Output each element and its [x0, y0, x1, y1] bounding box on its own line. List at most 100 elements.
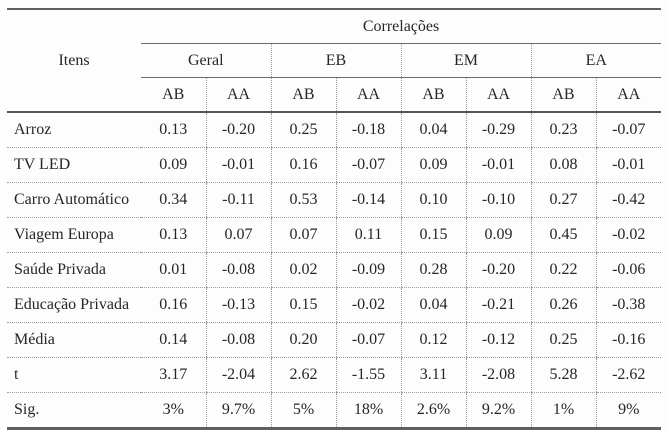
items-column-header: Itens: [7, 8, 141, 113]
cell-value: 0.08: [530, 147, 596, 183]
table-row: Saúde Privada 0.01 -0.08 0.02 -0.09 0.28 -0.20…: [7, 252, 662, 288]
cell-value: 0.28: [400, 252, 466, 288]
row-label: Carro Automático: [7, 182, 141, 218]
cell-value: -0.10: [465, 182, 531, 218]
cell-value: 0.04: [400, 287, 466, 323]
cell-value: 0.16: [141, 287, 206, 323]
sub-header-ea-ab: AB: [530, 77, 596, 113]
cell-value: -0.18: [335, 112, 401, 148]
cell-value: 3%: [141, 392, 206, 430]
cell-value: -0.06: [595, 252, 662, 288]
cell-value: 9%: [595, 392, 662, 430]
cell-value: 0.34: [141, 182, 206, 218]
cell-value: 9.2%: [465, 392, 531, 430]
cell-value: -0.11: [205, 182, 271, 218]
group-header-row: Geral EB EM EA: [7, 43, 662, 78]
table-row: TV LED 0.09 -0.01 0.16 -0.07 0.09 -0.01 0.08 -0.…: [7, 147, 662, 183]
sub-header-geral-ab: AB: [141, 77, 206, 113]
correlation-table: Itens Correlações Geral EB EM EA AB AA A…: [7, 8, 662, 430]
sub-header-row: AB AA AB AA AB AA AB AA: [7, 77, 662, 113]
cell-value: 0.09: [141, 147, 206, 183]
cell-value: -0.12: [465, 322, 531, 358]
cell-value: -0.16: [595, 322, 662, 358]
cell-value: 0.27: [530, 182, 596, 218]
sub-header-em-aa: AA: [465, 77, 531, 113]
cell-value: -0.07: [335, 322, 401, 358]
cell-value: 0.23: [530, 112, 596, 148]
cell-value: -2.62: [595, 357, 662, 393]
cell-value: -0.38: [595, 287, 662, 323]
cell-value: 0.13: [141, 112, 206, 148]
cell-value: -2.04: [205, 357, 271, 393]
cell-value: 0.11: [335, 217, 401, 253]
cell-value: 0.09: [400, 147, 466, 183]
group-header-ea: EA: [530, 43, 662, 78]
cell-value: 2.6%: [400, 392, 466, 430]
cell-value: 9.7%: [205, 392, 271, 430]
group-header-geral: Geral: [141, 43, 271, 78]
cell-value: -0.42: [595, 182, 662, 218]
cell-value: -2.08: [465, 357, 531, 393]
cell-value: -0.01: [465, 147, 531, 183]
sub-header-geral-aa: AA: [205, 77, 271, 113]
row-label: Educação Privada: [7, 287, 141, 323]
cell-value: 0.53: [270, 182, 336, 218]
sub-header-ea-aa: AA: [595, 77, 662, 113]
row-label: Viagem Europa: [7, 217, 141, 253]
row-label: t: [7, 357, 141, 393]
cell-value: 2.62: [270, 357, 336, 393]
cell-value: -0.02: [595, 217, 662, 253]
sub-header-eb-ab: AB: [270, 77, 336, 113]
cell-value: 1%: [530, 392, 596, 430]
cell-value: -1.55: [335, 357, 401, 393]
table-body: Arroz 0.13 -0.20 0.25 -0.18 0.04 -0.29 0.23 -0.0…: [7, 112, 662, 430]
cell-value: 5.28: [530, 357, 596, 393]
cell-value: -0.09: [335, 252, 401, 288]
cell-value: 3.17: [141, 357, 206, 393]
cell-value: 0.15: [270, 287, 336, 323]
cell-value: -0.20: [465, 252, 531, 288]
cell-value: -0.07: [595, 112, 662, 148]
cell-value: -0.02: [335, 287, 401, 323]
cell-value: 0.02: [270, 252, 336, 288]
table-row: Viagem Europa 0.13 0.07 0.07 0.11 0.15 0.09 0.4…: [7, 217, 662, 253]
cell-value: -0.21: [465, 287, 531, 323]
table-row: t 3.17 -2.04 2.62 -1.55 3.11 -2.08 5.28 -2.62: [7, 357, 662, 393]
table-title: Correlações: [141, 8, 662, 44]
cell-value: -0.29: [465, 112, 531, 148]
cell-value: 0.07: [205, 217, 271, 253]
cell-value: 0.10: [400, 182, 466, 218]
row-label: Sig.: [7, 392, 141, 430]
cell-value: 0.25: [270, 112, 336, 148]
cell-value: 0.25: [530, 322, 596, 358]
cell-value: 0.01: [141, 252, 206, 288]
cell-value: -0.20: [205, 112, 271, 148]
table-row: Carro Automático 0.34 -0.11 0.53 -0.14 0.10 -0…: [7, 182, 662, 218]
row-label: TV LED: [7, 147, 141, 183]
sub-header-eb-aa: AA: [335, 77, 401, 113]
cell-value: -0.01: [595, 147, 662, 183]
table-row: Educação Privada 0.16 -0.13 0.15 -0.02 0.04 -0…: [7, 287, 662, 323]
group-header-em: EM: [400, 43, 531, 78]
cell-value: -0.13: [205, 287, 271, 323]
cell-value: 3.11: [400, 357, 466, 393]
cell-value: 0.22: [530, 252, 596, 288]
row-label: Média: [7, 322, 141, 358]
cell-value: -0.07: [335, 147, 401, 183]
title-row: Itens Correlações: [7, 8, 662, 113]
cell-value: 5%: [270, 392, 336, 430]
cell-value: 0.16: [270, 147, 336, 183]
sub-header-em-ab: AB: [400, 77, 466, 113]
cell-value: 18%: [335, 392, 401, 430]
group-header-eb: EB: [270, 43, 401, 78]
cell-value: -0.01: [205, 147, 271, 183]
table-row: Arroz 0.13 -0.20 0.25 -0.18 0.04 -0.29 0.23 -0.0…: [7, 112, 662, 148]
cell-value: 0.09: [465, 217, 531, 253]
cell-value: 0.26: [530, 287, 596, 323]
cell-value: 0.45: [530, 217, 596, 253]
table-row: Média 0.14 -0.08 0.20 -0.07 0.12 -0.12 0.25 -0.1…: [7, 322, 662, 358]
cell-value: 0.12: [400, 322, 466, 358]
cell-value: 0.20: [270, 322, 336, 358]
cell-value: 0.15: [400, 217, 466, 253]
row-label: Saúde Privada: [7, 252, 141, 288]
